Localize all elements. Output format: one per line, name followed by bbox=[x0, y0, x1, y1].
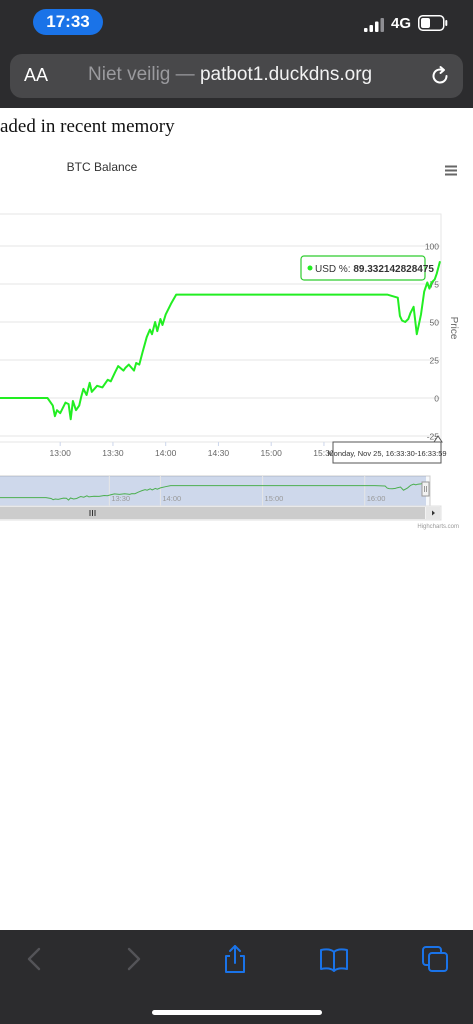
hamburger-icon bbox=[445, 165, 457, 176]
navigator-series-line bbox=[0, 481, 427, 501]
page-heading: aded in recent memory bbox=[0, 116, 175, 137]
chevron-right-icon[interactable] bbox=[118, 944, 148, 974]
navigator-ticks: 13:30 14:00 15:00 16:00 bbox=[108, 476, 386, 506]
browser-top-chrome: 17:33 4G AA Niet veilig — patbot1.duckdn… bbox=[0, 0, 473, 108]
scrollbar-right-button[interactable] bbox=[426, 507, 440, 519]
arrow-right-icon bbox=[432, 510, 435, 516]
url-display[interactable]: Niet veilig — patbot1.duckdns.org bbox=[88, 64, 372, 86]
navigator-selected-range bbox=[0, 476, 426, 506]
y-tick-label: 0 bbox=[434, 394, 439, 404]
navigator-tick-label: 13:30 bbox=[111, 494, 130, 503]
home-indicator bbox=[152, 1010, 322, 1015]
series-layer bbox=[0, 260, 441, 421]
y-tick-label: 75 bbox=[430, 280, 440, 290]
plot-border bbox=[0, 213, 442, 443]
scrollbar-thumb[interactable] bbox=[0, 507, 425, 519]
security-label: Niet veilig bbox=[88, 64, 171, 85]
navigator-tick-label: 16:00 bbox=[367, 494, 386, 503]
bookmarks-icon[interactable] bbox=[319, 944, 349, 974]
navigator-tick-label: 15:00 bbox=[265, 494, 284, 503]
text-size-label: AA bbox=[24, 65, 49, 85]
x-tick-label: 14:30 bbox=[208, 448, 230, 458]
navigator-handle-right[interactable] bbox=[421, 481, 430, 497]
battery-icon bbox=[418, 15, 448, 31]
reload-icon[interactable] bbox=[429, 65, 451, 87]
crosshair-label: Monday, Nov 25, 16:33:30-16:33:59 bbox=[327, 435, 447, 464]
tooltip-series-label: USD %: bbox=[315, 264, 351, 275]
chart-menu-button[interactable] bbox=[438, 160, 462, 180]
navigator-tick-label: 14:00 bbox=[162, 494, 181, 503]
share-icon[interactable] bbox=[220, 944, 250, 974]
tooltip-series-marker bbox=[307, 265, 313, 271]
status-time: 17:33 bbox=[33, 9, 103, 35]
network-type: 4G bbox=[391, 15, 412, 32]
scrollbar-grip-icon bbox=[89, 510, 96, 516]
signal-icon bbox=[364, 18, 384, 32]
address-bar[interactable]: AA Niet veilig — patbot1.duckdns.org bbox=[10, 54, 463, 98]
navigator-scrollbar[interactable] bbox=[0, 505, 442, 521]
tooltip-value: 89.332142828475 bbox=[353, 264, 434, 275]
y-axis-label: Price bbox=[448, 317, 459, 340]
browser-bottom-toolbar bbox=[0, 930, 473, 1024]
y-tick-label: -25 bbox=[427, 432, 440, 442]
crosshair-time-label: Monday, Nov 25, 16:33:30-16:33:59 bbox=[327, 449, 446, 458]
series-line-usd bbox=[0, 260, 441, 421]
y-tick-label: 100 bbox=[425, 242, 439, 252]
svg-text:USD %: 89.332142828475: USD %: 89.332142828475 bbox=[315, 264, 434, 275]
url-host: patbot1.duckdns.org bbox=[199, 64, 373, 85]
chart-grid bbox=[0, 245, 440, 437]
y-axis-ticks: -25 0 25 50 75 100 bbox=[425, 242, 439, 442]
y-tick-label: 25 bbox=[430, 356, 440, 366]
tabs-icon[interactable] bbox=[420, 944, 450, 974]
x-tick-label: 13:30 bbox=[102, 448, 124, 458]
highcharts-credits[interactable]: Highcharts.com bbox=[417, 524, 459, 530]
navigator-outline bbox=[0, 475, 431, 507]
x-tick-label: 13:00 bbox=[50, 448, 72, 458]
x-tick-label: 15:30 bbox=[313, 448, 335, 458]
chart-title: BTC Balance bbox=[67, 160, 138, 174]
x-tick-label: 15:00 bbox=[261, 448, 283, 458]
data-tooltip: USD %: 89.332142828475 bbox=[300, 255, 434, 281]
url-separator: — bbox=[170, 64, 200, 85]
text-size-button[interactable]: AA bbox=[24, 65, 48, 86]
navigator-series bbox=[0, 481, 427, 501]
status-bar: 17:33 4G bbox=[0, 0, 473, 44]
x-axis-ticks: 13:00 13:30 14:00 14:30 15:00 15:30 bbox=[50, 442, 335, 458]
x-tick-label: 14:00 bbox=[155, 448, 177, 458]
y-tick-label: 50 bbox=[430, 318, 440, 328]
navigator[interactable]: 13:30 14:00 15:00 16:00 bbox=[0, 475, 431, 507]
chevron-left-icon[interactable] bbox=[20, 944, 50, 974]
